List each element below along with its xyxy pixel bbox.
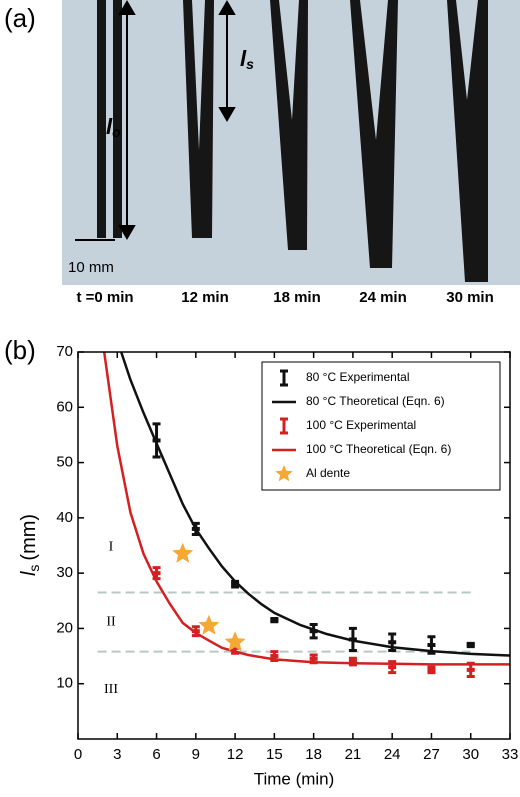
legend-swatch [280, 369, 288, 387]
time-label: 18 min [273, 289, 321, 306]
point [427, 667, 436, 672]
curve [102, 352, 510, 666]
panel-label: (a) [4, 3, 36, 33]
legend-box [261, 361, 501, 491]
star [198, 614, 220, 635]
pasta-strand [113, 0, 122, 238]
x-tick-label: 15 [266, 746, 283, 763]
pasta-strand [270, 0, 308, 250]
curve [120, 352, 510, 657]
pasta-strand [350, 0, 398, 268]
point [466, 643, 475, 648]
point [270, 654, 279, 659]
plot [97, 352, 510, 679]
point [466, 667, 475, 672]
x-tick-label: 0 [74, 746, 82, 763]
legend-label: 100 °C Theoretical (Eqn. 6) [306, 442, 451, 456]
point [309, 656, 318, 661]
pasta-strand [183, 0, 214, 238]
y-tick-label: 40 [56, 509, 73, 526]
region-label: II [106, 614, 116, 629]
x-tick-label: 24 [384, 746, 401, 763]
y-tick-label: 10 [56, 675, 73, 692]
time-label: t =0 min [76, 289, 133, 306]
point [348, 659, 357, 664]
star [224, 631, 246, 652]
time-label: 30 min [446, 289, 494, 306]
scale-label: 10 mm [68, 259, 114, 276]
x-tick-label: 33 [502, 746, 519, 763]
plot-frame [77, 351, 511, 740]
panel-label: (b) [4, 335, 36, 365]
legend-label: 80 °C Experimental [306, 370, 410, 384]
legend-label: 100 °C Experimental [306, 418, 416, 432]
point [231, 645, 240, 650]
legend-swatch [280, 417, 288, 435]
point [427, 643, 436, 648]
photo-panel [62, 0, 520, 285]
region-label: I [109, 540, 114, 555]
arrow [118, 0, 236, 240]
x-tick-label: 30 [462, 746, 479, 763]
legend-label: Al dente [306, 466, 350, 480]
y-axis-label: ls(mm) [18, 514, 41, 576]
pasta-strand [447, 0, 488, 282]
point [309, 629, 318, 634]
x-tick-label: 18 [305, 746, 322, 763]
star [172, 542, 194, 563]
point [231, 582, 240, 587]
legend-label: 80 °C Theoretical (Eqn. 6) [306, 394, 445, 408]
point [152, 571, 161, 576]
point [388, 640, 397, 645]
y-tick-label: 50 [56, 454, 73, 471]
legend-swatch [275, 465, 293, 482]
point [191, 629, 200, 634]
x-tick-label: 27 [423, 746, 440, 763]
x-tick-label: 12 [227, 746, 244, 763]
lo-label: lo [106, 114, 121, 140]
x-tick-label: 21 [345, 746, 362, 763]
point [270, 618, 279, 623]
y-tick-label: 30 [56, 564, 73, 581]
ls-label: ls [240, 46, 254, 72]
x-tick-label: 9 [192, 746, 200, 763]
y-tick-label: 20 [56, 619, 73, 636]
x-axis-label: Time (min) [254, 769, 335, 788]
time-label: 24 min [359, 289, 407, 306]
pasta-strand [97, 0, 106, 238]
x-tick-label: 6 [152, 746, 160, 763]
point [388, 665, 397, 670]
region-label: III [104, 682, 118, 697]
x-tick-label: 3 [113, 746, 121, 763]
y-tick-label: 60 [56, 398, 73, 415]
time-label: 12 min [181, 289, 229, 306]
y-tick-label: 70 [56, 343, 73, 360]
